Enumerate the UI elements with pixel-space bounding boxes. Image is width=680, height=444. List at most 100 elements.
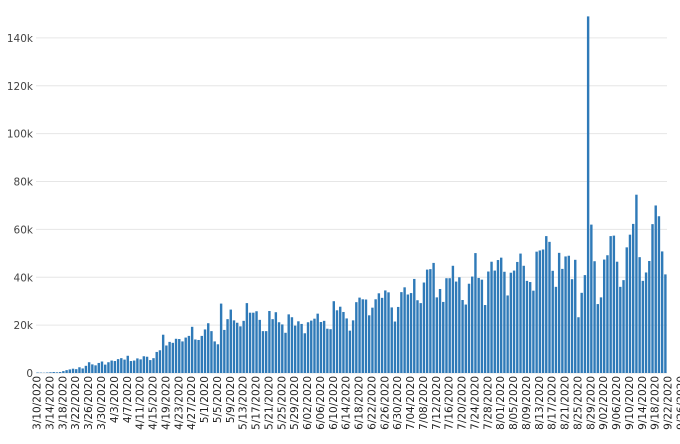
- x-tick-label: 3/22/2020: [70, 376, 82, 430]
- x-tick-label: 5/9/2020: [225, 376, 237, 423]
- bar: [528, 282, 532, 373]
- bar: [641, 280, 645, 373]
- x-tick-label: 8/05/2020: [508, 376, 520, 430]
- bar: [409, 293, 413, 373]
- bar: [332, 301, 335, 373]
- x-tick-label: 8/09/2020: [521, 376, 533, 430]
- bar: [139, 359, 142, 373]
- bar: [564, 256, 567, 373]
- bar: [554, 286, 558, 373]
- bar: [393, 321, 397, 373]
- bar: [71, 368, 75, 373]
- bar: [561, 268, 564, 373]
- bar: [116, 359, 120, 373]
- bar: [351, 320, 355, 373]
- bars: [36, 16, 667, 373]
- bar: [190, 326, 194, 373]
- bar: [171, 342, 175, 373]
- y-tick-label: 140k: [7, 33, 34, 45]
- bar: [438, 288, 442, 373]
- bar: [487, 271, 490, 373]
- x-tick-label: 6/18/2020: [354, 376, 366, 430]
- x-tick-label: 7/12/2020: [431, 376, 443, 430]
- bar: [545, 236, 548, 373]
- bar: [207, 323, 210, 373]
- bar: [396, 306, 400, 373]
- bar: [62, 371, 65, 373]
- bar: [78, 367, 81, 373]
- bar: [432, 262, 435, 373]
- bar: [551, 270, 554, 373]
- bar: [574, 259, 577, 373]
- bar: [480, 279, 484, 373]
- bar: [557, 252, 561, 373]
- bar: [406, 294, 410, 373]
- bar: [158, 350, 162, 373]
- bar: [606, 255, 609, 373]
- x-tick-label: 7/08/2020: [418, 376, 430, 430]
- bar: [245, 303, 249, 373]
- bar: [261, 331, 265, 373]
- bar: [619, 286, 622, 373]
- bar: [94, 365, 97, 373]
- bar: [339, 306, 342, 373]
- bar: [648, 260, 651, 373]
- bar: [467, 283, 471, 373]
- bar: [612, 235, 616, 373]
- bar: [271, 319, 274, 373]
- bar: [223, 329, 226, 373]
- bar: [68, 369, 72, 373]
- bar: [509, 272, 513, 373]
- bar: [329, 329, 332, 373]
- bar: [548, 241, 551, 373]
- bar: [110, 360, 113, 373]
- x-tick-label: 5/13/2020: [238, 376, 250, 430]
- bar: [168, 341, 171, 373]
- bar: [252, 312, 255, 373]
- x-tick-label: 4/23/2020: [173, 376, 185, 430]
- bar: [58, 372, 62, 373]
- bar: [161, 334, 165, 373]
- bar: [248, 312, 252, 373]
- bar: [496, 260, 500, 373]
- x-tick-label: 3/26/2020: [83, 376, 95, 430]
- bar: [345, 318, 348, 373]
- x-tick-label: 6/02/2020: [302, 376, 314, 430]
- bar: [242, 320, 245, 373]
- bar: [219, 303, 223, 373]
- bar: [583, 275, 587, 373]
- bar: [651, 224, 654, 373]
- bar: [287, 314, 290, 373]
- bar: [97, 362, 100, 373]
- x-tick-label: 9/22/2020: [663, 376, 675, 430]
- bar: [664, 274, 667, 373]
- y-tick-label: 120k: [7, 81, 34, 93]
- bar: [316, 313, 319, 373]
- bar: [380, 297, 384, 373]
- bar: [123, 359, 126, 373]
- bar: [371, 307, 374, 373]
- bar: [236, 322, 239, 373]
- bar: [306, 322, 310, 373]
- bar: [532, 290, 535, 373]
- bar: [506, 295, 509, 373]
- bar: [313, 318, 316, 373]
- x-tick-label: 6/30/2020: [392, 376, 404, 430]
- bar: [335, 310, 339, 373]
- bar: [264, 331, 268, 373]
- bar: [87, 362, 91, 373]
- bar: [145, 356, 149, 373]
- bar: [100, 361, 104, 373]
- bar: [342, 311, 345, 373]
- bar: [149, 360, 152, 373]
- x-tick-label: 9/02/2020: [598, 376, 610, 430]
- bar: [657, 216, 661, 373]
- x-axis-ticks: 3/10/2020 3/14/2020 3/18/2020 3/22/2020 3/26…: [32, 376, 680, 430]
- x-tick-label: 5/1/2020: [199, 376, 211, 423]
- bar: [197, 339, 200, 373]
- bar: [599, 297, 603, 373]
- bar: [483, 305, 487, 373]
- bar: [358, 297, 361, 373]
- bar: [300, 323, 303, 373]
